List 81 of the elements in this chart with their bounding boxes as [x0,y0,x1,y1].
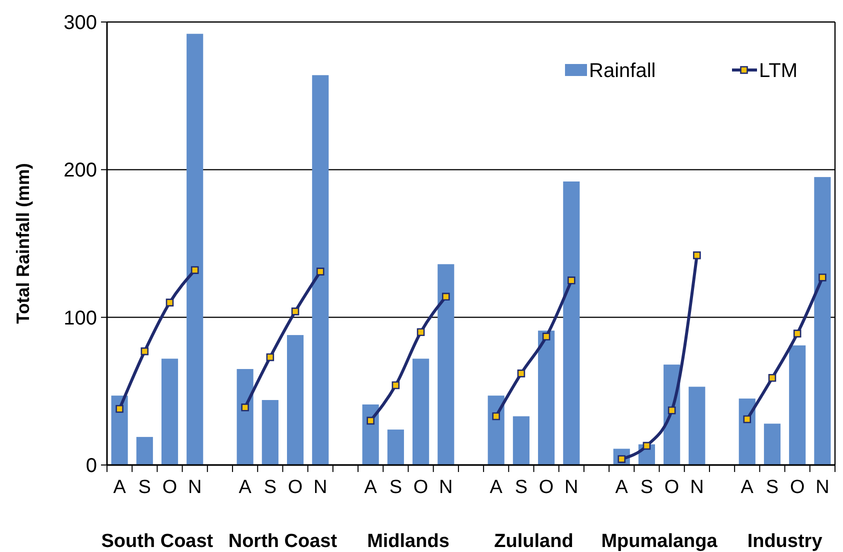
x-tick-label: N [439,477,453,498]
x-tick-label: S [389,477,402,498]
point [190,266,199,274]
x-tick-label: O [790,477,805,498]
point [668,406,676,414]
point [140,347,149,356]
bar [789,345,806,465]
bar [512,416,530,465]
bar [362,404,379,465]
point [316,268,324,276]
y-tick-label: 200 [64,160,97,182]
point [392,381,400,390]
point [768,374,776,382]
bar [387,430,404,465]
bar [488,396,504,465]
bar [814,177,831,465]
point [642,442,651,450]
x-tick-label: N [564,477,578,498]
x-tick-label: A [113,477,126,498]
text: Mpumalanga [601,531,718,552]
x-tick-label: A [364,477,378,498]
point [366,416,374,425]
x-tick-label: S [514,477,528,498]
point [542,332,550,340]
bar [262,400,278,465]
text: Zululand [494,531,574,552]
bar [764,424,781,465]
y-tick-label: 100 [64,307,97,330]
x-tick-label: N [816,477,830,498]
bar [236,369,254,465]
x-tick-label: S [766,477,779,498]
x-tick-label: O [413,477,428,498]
x-tick-label: O [538,477,554,498]
bar [286,335,304,465]
point [517,370,526,378]
point [241,404,249,412]
legend-label: LTM [759,60,798,82]
point [743,415,752,424]
bar [186,34,204,465]
point [416,328,425,336]
text: South Coast [101,531,214,552]
x-tick-label: A [238,477,252,498]
text: Midlands [367,531,450,552]
point [116,404,124,413]
x-tick-label: O [162,477,178,498]
point [442,292,450,301]
point [693,251,701,260]
text: North Coast [228,531,338,552]
bar [412,358,430,465]
point [492,412,500,420]
x-tick-label: N [690,477,704,498]
x-tick-label: A [740,477,754,498]
bar [738,398,756,465]
x-tick-label: N [188,477,202,498]
point [793,330,802,338]
bar [688,386,706,465]
y-axis-title: Total Rainfall (mm) [13,163,33,324]
x-tick-label: O [664,477,680,498]
point [166,298,174,306]
text: Industry [747,531,823,552]
x-tick-label: O [288,477,303,498]
bar [111,396,128,465]
x-tick-label: A [615,477,628,498]
y-tick-label: 0 [86,455,97,477]
bar [563,181,580,465]
x-tick-label: S [138,477,151,498]
x-tick-label: A [490,477,503,498]
bar [136,436,153,465]
x-tick-label: N [314,477,328,498]
legend-label: Rainfall [589,60,656,82]
y-tick-label: 300 [64,12,97,34]
point [291,308,300,316]
x-tick-label: S [640,477,654,498]
point [266,353,274,362]
bar [438,264,454,465]
x-tick-label: S [264,477,277,498]
point [818,274,826,282]
point [568,276,576,284]
bar [161,358,178,465]
bar [312,75,329,465]
bar [538,330,555,465]
